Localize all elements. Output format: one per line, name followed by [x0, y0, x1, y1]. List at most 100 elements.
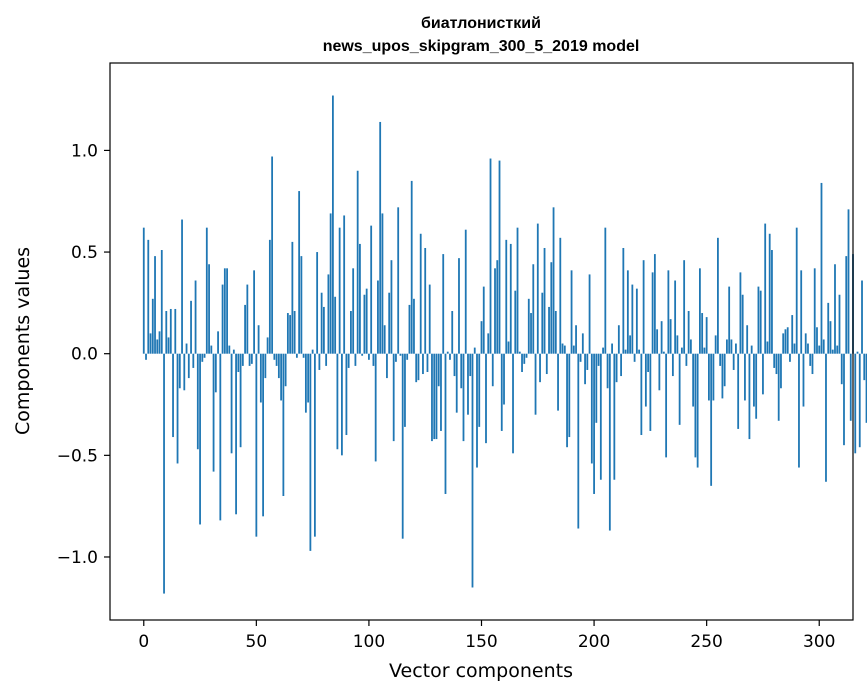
bar	[744, 353, 746, 401]
bar	[458, 258, 460, 354]
bar	[699, 268, 701, 354]
bar	[692, 353, 695, 407]
bar	[545, 353, 548, 375]
bar	[203, 353, 206, 358]
bar	[651, 272, 654, 354]
bar	[446, 351, 449, 354]
y-tick-label: −0.5	[57, 446, 98, 466]
bar	[327, 274, 330, 354]
bar	[341, 353, 343, 456]
bar	[273, 353, 276, 360]
bar	[503, 353, 505, 405]
bar	[845, 256, 848, 354]
bar	[516, 227, 519, 354]
bar	[142, 227, 145, 354]
bar	[590, 353, 593, 464]
bar-series	[142, 95, 867, 594]
bar	[748, 353, 751, 440]
bar	[442, 254, 445, 354]
bar	[775, 353, 778, 375]
bar	[151, 298, 154, 354]
bar	[205, 227, 208, 354]
bar	[653, 254, 656, 354]
bar	[631, 284, 634, 354]
bar	[460, 353, 463, 389]
bar	[622, 247, 625, 354]
bar	[865, 353, 867, 423]
bar	[534, 353, 537, 415]
bar	[422, 353, 424, 375]
bar	[183, 353, 186, 391]
bar	[753, 353, 755, 407]
bar	[232, 349, 235, 354]
bar	[714, 335, 717, 354]
bar	[413, 298, 415, 354]
bar	[187, 353, 190, 379]
bar	[478, 353, 481, 427]
bar	[674, 280, 677, 354]
bar	[626, 270, 629, 354]
bar	[302, 353, 305, 358]
bar	[680, 347, 683, 354]
y-tick-label: 1.0	[71, 141, 98, 161]
bar	[665, 353, 668, 458]
bar	[750, 345, 753, 354]
bar	[435, 353, 438, 440]
bar	[433, 353, 436, 440]
bar	[469, 353, 472, 377]
bar	[289, 315, 292, 354]
bar	[145, 353, 147, 360]
bar	[473, 347, 476, 354]
bar	[568, 353, 571, 438]
bar	[800, 270, 803, 354]
bar	[843, 353, 845, 446]
bar	[329, 213, 332, 354]
bar	[250, 353, 253, 364]
bar	[514, 290, 517, 354]
bar	[662, 351, 665, 354]
bar	[784, 329, 787, 354]
bar	[606, 353, 609, 389]
plot-area-frame	[109, 62, 854, 621]
bar	[419, 233, 422, 354]
bar	[505, 239, 508, 354]
bar	[381, 213, 384, 354]
bar	[295, 353, 298, 358]
bar	[291, 241, 294, 354]
bar	[816, 327, 818, 354]
bar	[527, 298, 530, 354]
bar	[377, 280, 379, 354]
bar	[658, 353, 661, 391]
bar	[451, 311, 454, 354]
bar	[741, 294, 744, 354]
bar	[507, 341, 510, 354]
bar	[318, 353, 321, 370]
bar	[307, 353, 310, 403]
bar	[620, 353, 622, 377]
bar	[386, 353, 388, 379]
bar	[633, 353, 636, 362]
bar	[570, 270, 573, 354]
bar	[840, 353, 843, 385]
bar	[431, 353, 433, 442]
bar	[649, 353, 652, 431]
bar	[721, 353, 724, 399]
bar	[271, 156, 274, 354]
bar	[163, 353, 165, 594]
bar	[611, 343, 613, 354]
bar	[759, 290, 762, 354]
bar	[268, 239, 271, 354]
bar	[710, 353, 713, 486]
bar	[347, 353, 350, 368]
bar	[624, 349, 627, 354]
x-tick-label: 50	[246, 632, 268, 652]
bar	[705, 317, 708, 354]
bar	[604, 227, 607, 354]
bar	[694, 353, 697, 458]
bar	[773, 353, 776, 368]
bar	[397, 207, 400, 354]
chart-title-line-1: биатлонисткий	[421, 15, 541, 32]
bar	[322, 306, 325, 354]
